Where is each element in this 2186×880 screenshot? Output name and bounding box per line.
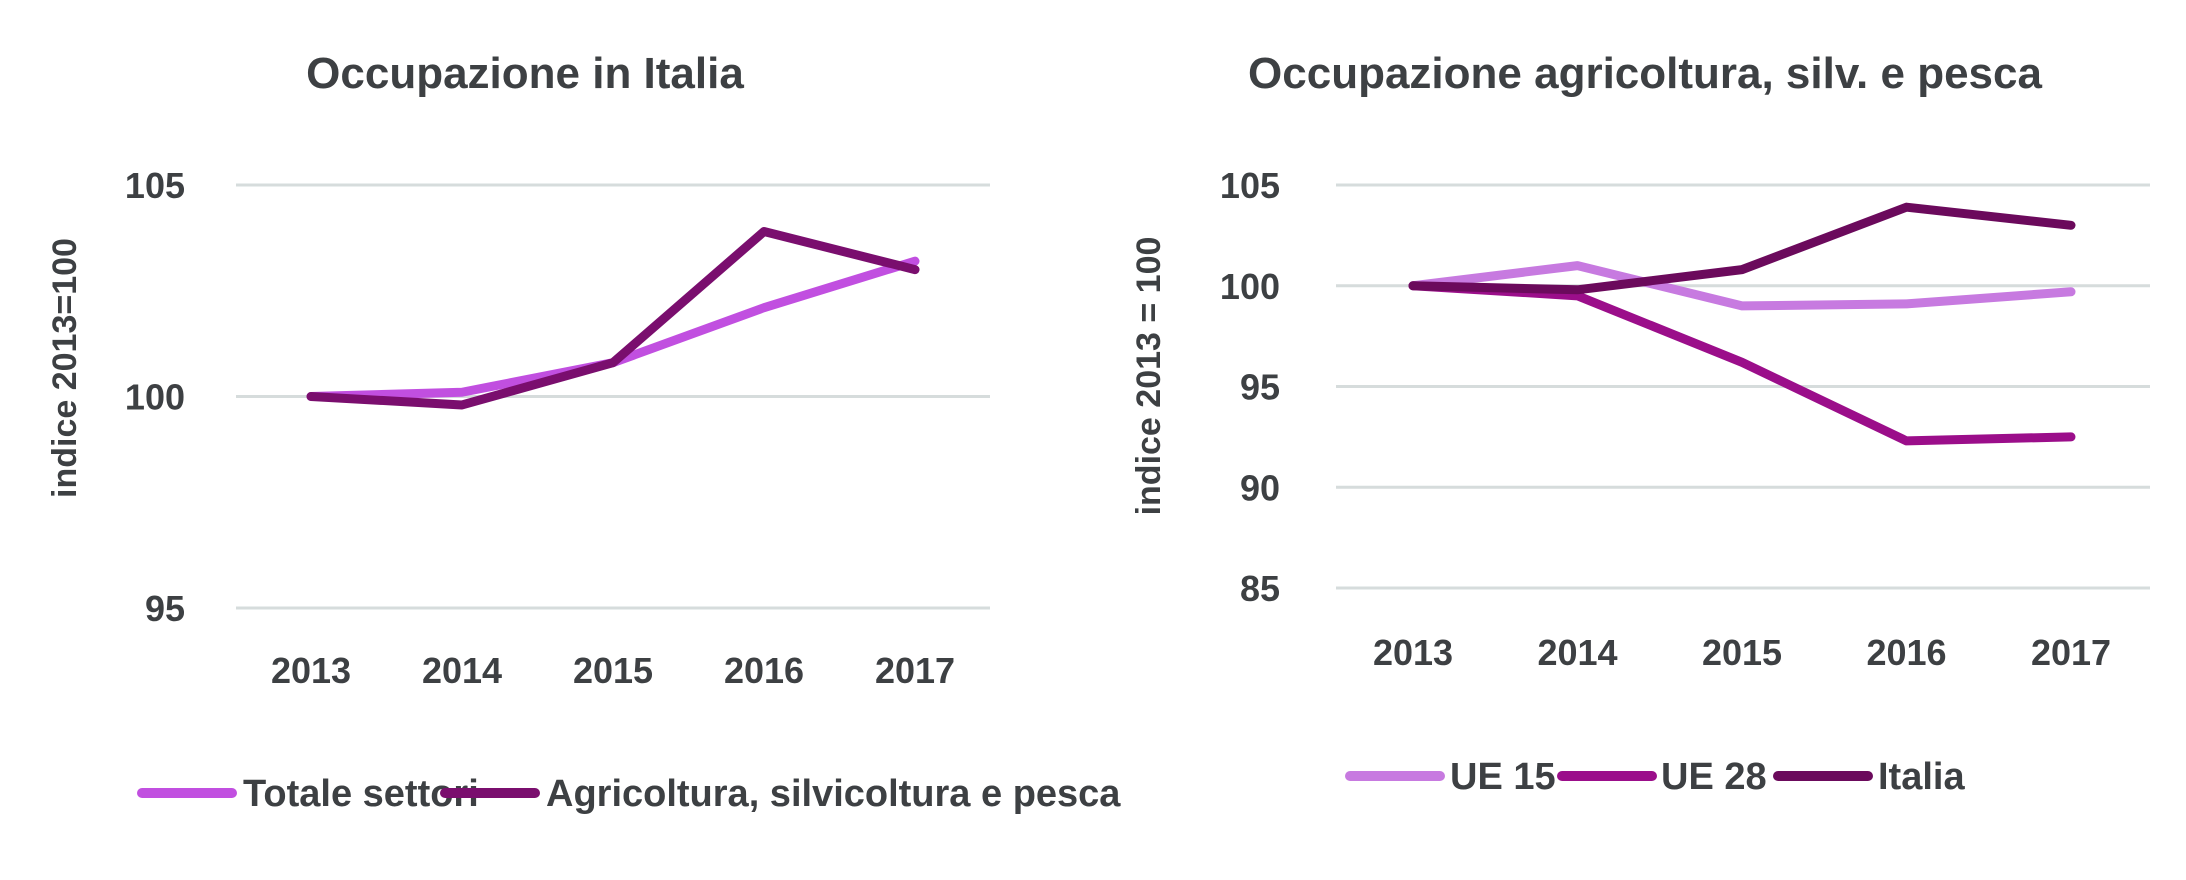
x-tick-label: 2014	[422, 650, 502, 691]
y-tick-label: 95	[145, 588, 185, 629]
y-axis-label: indice 2013=100	[46, 238, 84, 498]
series-line-agricoltura-silvicoltura-e-pesca	[306, 227, 920, 410]
x-tick-label: 2017	[875, 650, 955, 691]
y-tick-label: 105	[1220, 165, 1280, 206]
x-tick-label: 2016	[1866, 632, 1946, 673]
y-tick-label: 85	[1240, 568, 1280, 609]
y-tick-label: 95	[1240, 367, 1280, 408]
x-tick-label: 2016	[724, 650, 804, 691]
x-tick-label: 2015	[1702, 632, 1782, 673]
y-tick-label: 90	[1240, 467, 1280, 508]
x-tick-label: 2014	[1537, 632, 1617, 673]
y-tick-label: 100	[1220, 266, 1280, 307]
series-line-totale-settori	[306, 256, 920, 401]
x-tick-label: 2017	[2031, 632, 2111, 673]
series-line-italia	[1408, 202, 2076, 295]
legend-label: UE 28	[1661, 756, 1767, 798]
chart-title: Occupazione in Italia	[306, 49, 744, 98]
chart-title: Occupazione agricoltura, silv. e pesca	[1248, 49, 2042, 98]
legend-label: UE 15	[1450, 756, 1556, 798]
y-tick-label: 100	[125, 377, 185, 418]
legend-label: Agricoltura, silvicoltura e pesca	[546, 773, 1121, 815]
x-tick-label: 2013	[271, 650, 351, 691]
series-line-ue-15	[1408, 261, 2076, 311]
y-tick-label: 105	[125, 165, 185, 206]
legend-label: Totale settori	[243, 773, 479, 815]
x-tick-label: 2015	[573, 650, 653, 691]
y-axis-label: indice 2013 = 100	[1130, 237, 1168, 516]
x-tick-label: 2013	[1373, 632, 1453, 673]
legend-label: Italia	[1878, 756, 1965, 798]
